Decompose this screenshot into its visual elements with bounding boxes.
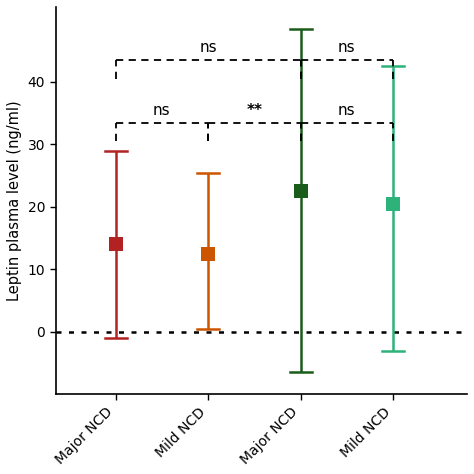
Point [389,200,397,208]
Point [204,250,212,257]
Text: ns: ns [153,102,171,118]
Text: ns: ns [199,40,217,55]
Text: **: ** [246,102,263,118]
Y-axis label: Leptin plasma level (ng/ml): Leptin plasma level (ng/ml) [7,100,22,301]
Point [297,188,304,195]
Text: ns: ns [338,102,356,118]
Point [112,241,119,248]
Text: ns: ns [338,40,356,55]
